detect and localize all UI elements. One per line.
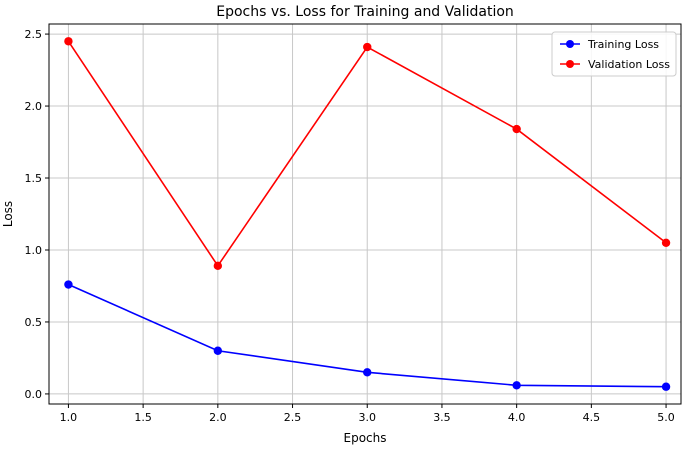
y-axis-label: Loss xyxy=(1,201,15,227)
y-tick-label: 1.5 xyxy=(25,172,43,185)
x-tick-label: 1.0 xyxy=(60,411,78,424)
training-loss-point xyxy=(661,382,671,391)
x-tick-label: 3.5 xyxy=(433,411,451,424)
training-loss-series xyxy=(64,280,671,391)
x-tick-label: 2.0 xyxy=(209,411,227,424)
y-tick-label: 2.5 xyxy=(25,28,43,41)
x-tick-label: 4.5 xyxy=(583,411,601,424)
y-tick-label: 2.0 xyxy=(25,100,43,113)
x-tick-label: 1.5 xyxy=(134,411,152,424)
training-loss-point xyxy=(213,346,223,355)
plot-frame xyxy=(48,23,682,405)
x-axis-label: Epochs xyxy=(344,431,387,445)
validation-loss-legend-label: Validation Loss xyxy=(588,58,670,71)
training-loss-point xyxy=(64,280,73,289)
validation-loss-point xyxy=(64,37,73,46)
chart-title: Epochs vs. Loss for Training and Validat… xyxy=(216,4,514,20)
validation-loss-legend-marker xyxy=(566,60,574,68)
x-tick-label: 4.0 xyxy=(508,411,526,424)
training-loss-legend-marker xyxy=(566,40,574,48)
training-loss-legend-label: Training Loss xyxy=(587,38,659,51)
validation-loss-point xyxy=(661,238,671,247)
y-tick-label: 0.0 xyxy=(25,388,43,401)
grid-lines xyxy=(49,24,681,404)
legend-box xyxy=(551,31,677,77)
validation-loss-series xyxy=(64,37,671,271)
y-tick-label: 1.0 xyxy=(25,244,43,257)
x-tick-label: 2.5 xyxy=(284,411,302,424)
legend: Training Loss Validation Loss xyxy=(551,31,677,77)
plot-series xyxy=(64,37,671,391)
x-tick-label: 3.0 xyxy=(358,411,376,424)
training-loss-point xyxy=(363,368,372,377)
x-tick-label: 5.0 xyxy=(657,411,675,424)
training-loss-point xyxy=(512,381,521,390)
validation-loss-point xyxy=(363,42,372,52)
axis-ticks: 1.0 1.5 2.0 2.5 3.0 3.5 4.0 4.5 5.0 0.0 0.5 1.0 1.5 2… xyxy=(25,28,675,424)
validation-loss-point xyxy=(512,124,521,134)
validation-loss-point xyxy=(213,261,223,271)
y-tick-label: 0.5 xyxy=(25,316,43,329)
